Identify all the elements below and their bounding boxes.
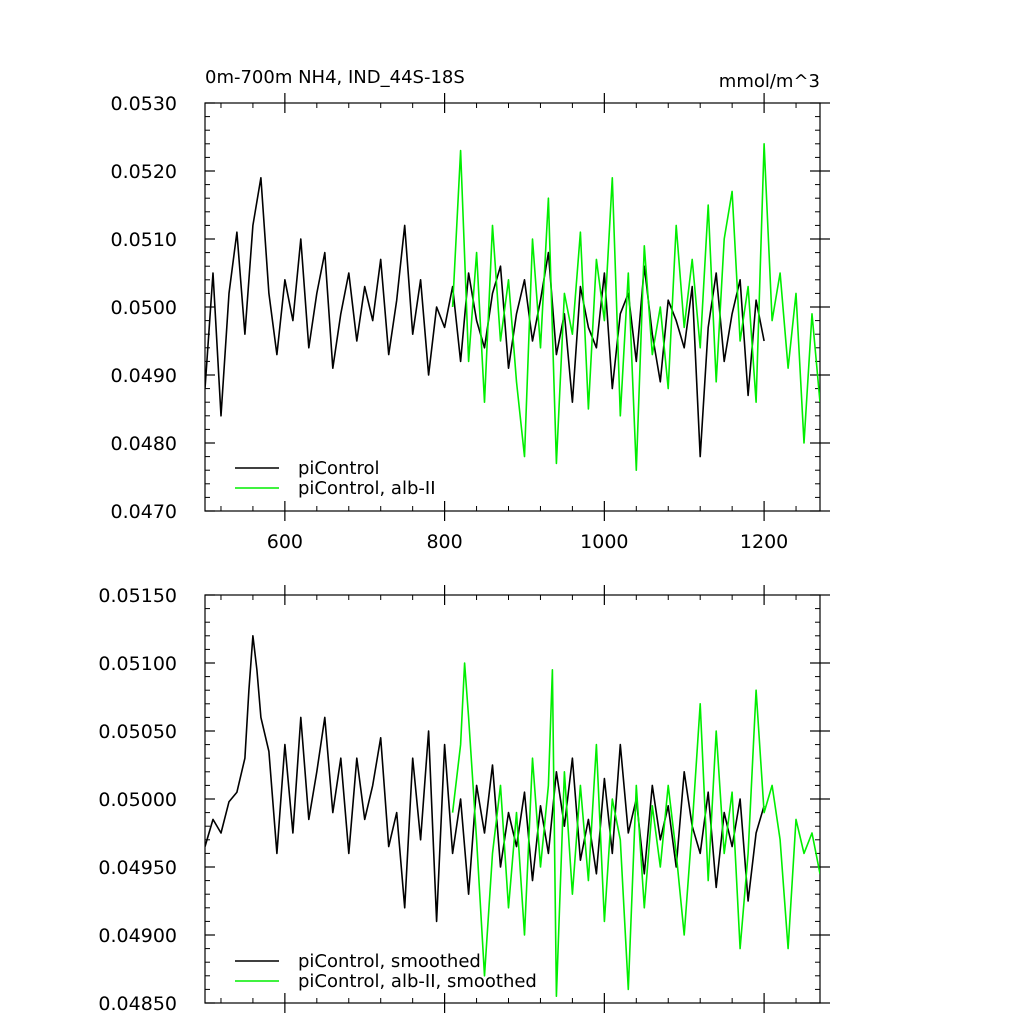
y-tick-label: 0.05100 — [98, 653, 177, 675]
y-tick-label: 0.0520 — [111, 161, 177, 183]
units-label: mmol/m^3 — [719, 71, 820, 92]
y-tick-label: 0.05000 — [98, 789, 177, 811]
y-tick-label: 0.04850 — [98, 993, 177, 1015]
x-tick-label: 1000 — [580, 531, 628, 553]
x-tick-label: 1200 — [740, 531, 788, 553]
y-tick-label: 0.05050 — [98, 721, 177, 743]
plot-frame — [204, 594, 821, 1004]
chart-panel-2: 0.04850 0.04900 0.04950 0.05000 0.05050 0.051… — [98, 585, 830, 1015]
chart-panel-1: 600 800 1000 1200 0.0470 0.0480 0.0490 0.0500 0.… — [111, 93, 830, 553]
x-tick-label: 600 — [267, 531, 303, 553]
y-tick-label: 0.05150 — [98, 585, 177, 607]
legend-label: piControl, alb-II — [298, 478, 436, 499]
y-tick-label: 0.0510 — [111, 229, 177, 251]
series-line-2 — [451, 143, 820, 472]
plot-frame — [204, 102, 821, 512]
y-tick-label: 0.0480 — [111, 433, 177, 455]
y-tick-label: 0.0470 — [111, 501, 177, 523]
series-line-2 — [451, 662, 820, 998]
legend-label: piControl, smoothed — [298, 951, 481, 972]
y-tick-label: 0.0530 — [111, 93, 177, 115]
legend-label: piControl — [298, 458, 380, 479]
chart-title: 0m-700m NH4, IND_44S-18S — [205, 67, 465, 88]
series-line-1 — [205, 634, 765, 923]
y-tick-label: 0.0490 — [111, 365, 177, 387]
y-tick-label: 0.04900 — [98, 925, 177, 947]
y-tick-label: 0.04950 — [98, 857, 177, 879]
y-tick-label: 0.0500 — [111, 297, 177, 319]
series-line-1 — [205, 177, 765, 458]
x-tick-label: 800 — [426, 531, 462, 553]
legend-label: piControl, alb-II, smoothed — [298, 971, 537, 992]
